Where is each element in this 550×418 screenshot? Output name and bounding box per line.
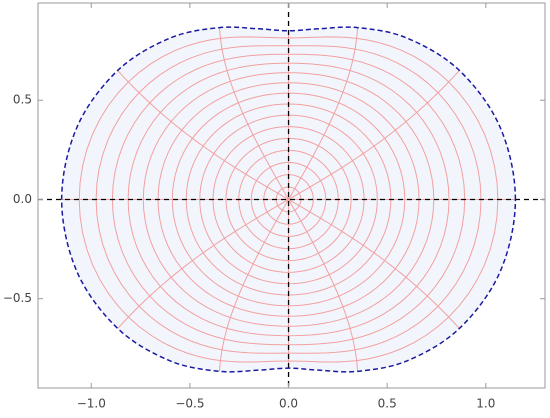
x-tick-label: −1.0 xyxy=(77,397,106,411)
mesh-ray xyxy=(117,199,289,329)
y-tick-label: 0.5 xyxy=(13,93,32,107)
y-tick-label: 0.0 xyxy=(13,192,32,206)
x-tick-label: 0.0 xyxy=(279,397,298,411)
mesh-ray xyxy=(218,199,289,372)
mesh-ray xyxy=(117,70,289,200)
x-tick-label: 1.0 xyxy=(476,397,495,411)
mesh-ray xyxy=(288,70,460,200)
mesh-ray xyxy=(218,27,289,200)
mesh-ray xyxy=(288,199,460,329)
y-tick-label: −0.5 xyxy=(3,291,32,305)
mesh xyxy=(38,3,545,388)
x-tick-label: −0.5 xyxy=(175,397,204,411)
boundary xyxy=(60,26,517,373)
plot-frame xyxy=(37,2,546,389)
x-tick-label: 0.5 xyxy=(378,397,397,411)
mesh-ray xyxy=(288,199,359,372)
mesh-ray xyxy=(288,27,359,200)
